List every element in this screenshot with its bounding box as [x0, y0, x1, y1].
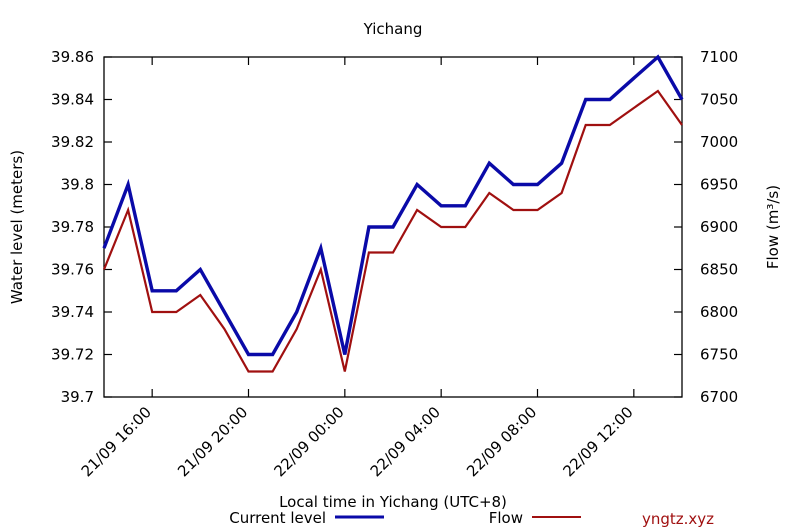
y-tick-label: 39.82: [51, 133, 94, 151]
y-tick-label: 39.7: [61, 388, 94, 406]
y2-tick-label: 6700: [700, 388, 738, 406]
legend-label-flow: Flow: [489, 509, 523, 527]
legend: Current level Flow: [229, 509, 581, 527]
y2-tick-label: 7050: [700, 91, 738, 109]
y-tick-label: 39.86: [51, 48, 94, 66]
series-line-flow: [102, 89, 683, 373]
y2-tick-label: 7100: [700, 48, 738, 66]
y-axis-label: Water level (meters): [8, 150, 26, 304]
watermark-text: yngtz.xyz: [642, 510, 715, 528]
x-tick-label: 22/09 00:00: [270, 403, 347, 480]
y2-tick-label: 6850: [700, 261, 738, 279]
y-tick-label: 39.72: [51, 346, 94, 364]
y-tick-label: 39.84: [51, 91, 94, 109]
y2-axis-label: Flow (m³/s): [764, 185, 782, 269]
y2-tick-label: 7000: [700, 133, 738, 151]
x-tick-label: 22/09 12:00: [559, 403, 636, 480]
y2-tick-label: 6750: [700, 346, 738, 364]
series-line-current-level: [102, 54, 684, 357]
chart-title: Yichang: [363, 20, 423, 38]
y2-tick-label: 6800: [700, 303, 738, 321]
y-tick-label: 39.78: [51, 218, 94, 236]
y2-tick-label: 6950: [700, 176, 738, 194]
legend-label-current-level: Current level: [229, 509, 326, 527]
y-tick-label: 39.76: [51, 261, 94, 279]
y-tick-label: 39.74: [51, 303, 94, 321]
y-tick-label: 39.8: [61, 176, 94, 194]
x-tick-label: 21/09 16:00: [78, 403, 155, 480]
y2-tick-label: 6900: [700, 218, 738, 236]
x-tick-label: 21/09 20:00: [174, 403, 251, 480]
x-tick-label: 22/09 08:00: [463, 403, 540, 480]
x-axis-label: Local time in Yichang (UTC+8): [279, 493, 507, 511]
x-tick-label: 22/09 04:00: [367, 403, 444, 480]
